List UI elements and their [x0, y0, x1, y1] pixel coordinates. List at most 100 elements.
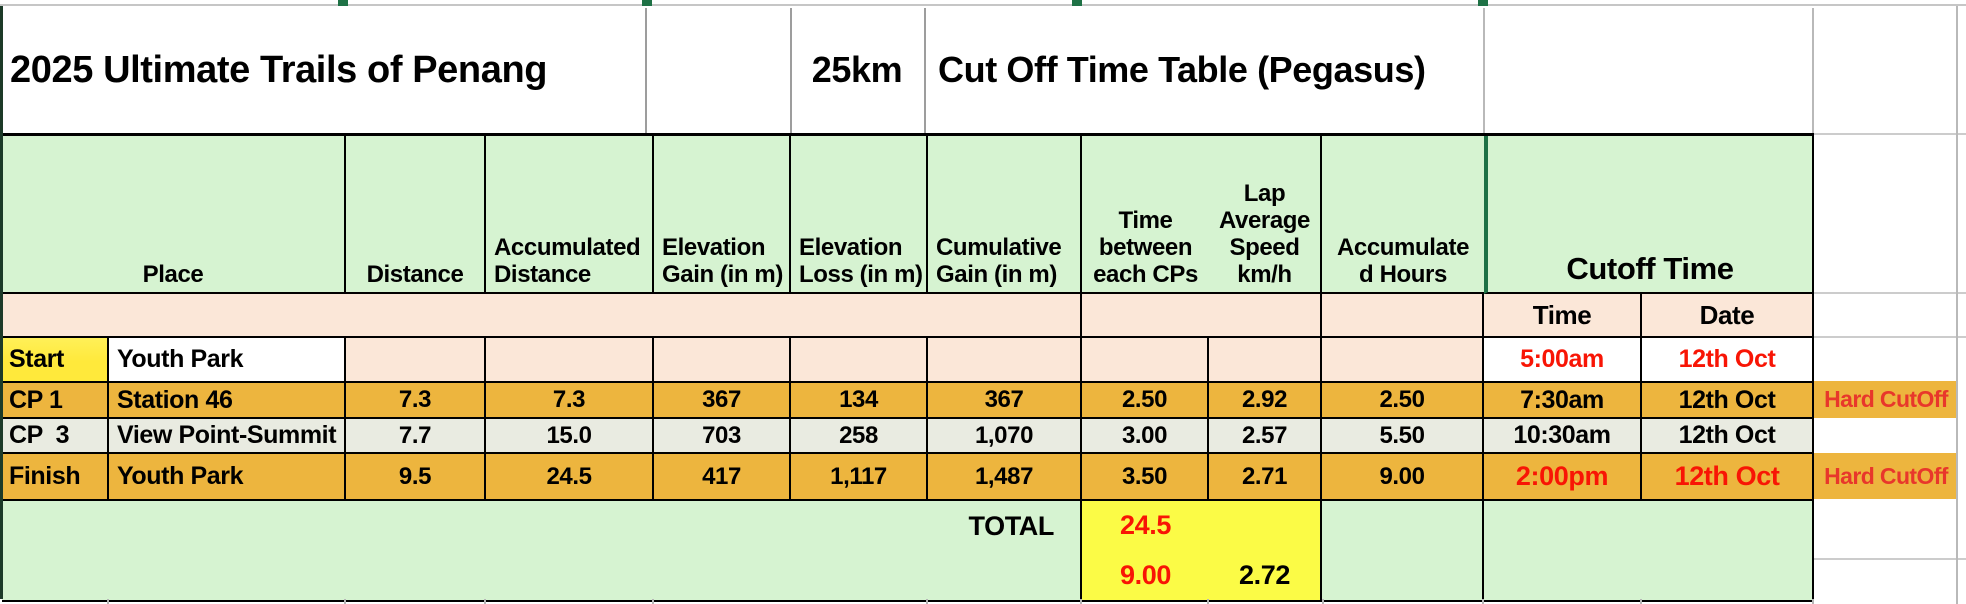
gridline: [1080, 599, 1082, 604]
cutoff-table: Place Distance Accumulated Distance Elev…: [0, 133, 1814, 602]
row-finish-elev-gain[interactable]: 417: [654, 454, 791, 501]
header-accumulated-hours[interactable]: Accumulate d Hours: [1322, 136, 1484, 294]
row-cp3-distance[interactable]: 7.7: [346, 419, 486, 454]
row-cp3-time-between[interactable]: 3.00: [1082, 419, 1209, 454]
gridline: [1814, 558, 1966, 560]
total-avg-speed-value: 2.72: [1239, 559, 1290, 590]
row-cp1-cum-gain[interactable]: 367: [928, 383, 1082, 419]
row-start-cutoff-date[interactable]: 12th Oct: [1642, 338, 1814, 383]
row-cp3-cutoff-date[interactable]: 12th Oct: [1642, 419, 1814, 454]
gridline: [926, 599, 928, 604]
gridline: [790, 8, 792, 133]
row-cp1-label[interactable]: CP 1: [2, 383, 109, 419]
header-distance[interactable]: Distance: [346, 136, 486, 294]
page-break-tick-icon: [338, 0, 348, 9]
row-finish-cum-gain[interactable]: 1,487: [928, 454, 1082, 501]
header-time-speed-group[interactable]: Time between each CPs Lap Average Speed …: [1082, 136, 1322, 294]
row-finish-acc-hours[interactable]: 9.00: [1322, 454, 1484, 501]
total-empty-cell[interactable]: [1484, 501, 1814, 602]
race-distance-cell[interactable]: 25km: [811, 49, 903, 90]
subheader-time[interactable]: Time: [1484, 294, 1642, 338]
row-start-time-between[interactable]: [1082, 338, 1209, 383]
header-elevation-loss[interactable]: Elevation Loss (in m): [791, 136, 928, 294]
subheader-empty-cell[interactable]: [2, 294, 1082, 338]
gridline: [107, 599, 109, 604]
subheader-empty-cell[interactable]: [1322, 294, 1484, 338]
row-finish-lap-speed[interactable]: 2.71: [1209, 454, 1322, 501]
row-cp3-cum-gain[interactable]: 1,070: [928, 419, 1082, 454]
row-start-place[interactable]: Youth Park: [109, 338, 346, 383]
gridline: [484, 599, 486, 604]
gridline: [344, 599, 346, 604]
row-cp3-elev-loss[interactable]: 258: [791, 419, 928, 454]
gridline: [1322, 599, 1324, 604]
row-finish-elev-loss[interactable]: 1,117: [791, 454, 928, 501]
row-start-acc-hours[interactable]: [1322, 338, 1484, 383]
row-finish-cutoff-date[interactable]: 12th Oct: [1642, 454, 1814, 501]
header-accumulated-distance[interactable]: Accumulated Distance: [486, 136, 654, 294]
row-cp1-time-between[interactable]: 2.50: [1082, 383, 1209, 419]
row-start-label[interactable]: Start: [2, 338, 109, 383]
row-finish-label[interactable]: Finish: [2, 454, 109, 501]
row-start-cutoff-time[interactable]: 5:00am: [1484, 338, 1642, 383]
row-cp1-cutoff-date[interactable]: 12th Oct: [1642, 383, 1814, 419]
total-empty: [1209, 501, 1320, 551]
gridline: [1814, 292, 1966, 294]
row-cp3-place[interactable]: View Point-Summit: [109, 419, 346, 454]
row-finish-acc-distance[interactable]: 24.5: [486, 454, 654, 501]
total-values-cell[interactable]: 24.5 9.00 2.72: [1082, 501, 1322, 602]
row-cp1-lap-speed[interactable]: 2.92: [1209, 383, 1322, 419]
gridline: [1640, 599, 1642, 604]
row-finish-place[interactable]: Youth Park: [109, 454, 346, 501]
row-cp3-acc-distance[interactable]: 15.0: [486, 419, 654, 454]
hard-cutoff-badge-cp1[interactable]: Hard CutOff: [1814, 381, 1958, 418]
row-finish-distance[interactable]: 9.5: [346, 454, 486, 501]
hard-cutoff-column: Hard CutOff Hard CutOff: [1814, 133, 1966, 604]
row-cp1-elev-gain[interactable]: 367: [654, 383, 791, 419]
row-cp1-acc-distance[interactable]: 7.3: [486, 383, 654, 419]
subheader-empty-cell[interactable]: [1082, 294, 1322, 338]
header-place[interactable]: Place: [2, 136, 346, 294]
page-break-tick-icon: [1478, 0, 1488, 9]
gridline: [1814, 133, 1966, 135]
row-cp3-lap-speed[interactable]: 2.57: [1209, 419, 1322, 454]
total-hours-value: 9.00: [1120, 559, 1171, 590]
header-cutoff-time[interactable]: Cutoff Time: [1484, 136, 1814, 294]
subheader-date[interactable]: Date: [1642, 294, 1814, 338]
row-finish-cutoff-time[interactable]: 2:00pm: [1484, 454, 1642, 501]
gridline: [1812, 8, 1814, 133]
row-cp3-acc-hours[interactable]: 5.50: [1322, 419, 1484, 454]
header-cumulative-gain[interactable]: Cumulative Gain (in m): [928, 136, 1082, 294]
table-name-cell[interactable]: Cut Off Time Table (Pegasus): [938, 49, 1426, 90]
row-start-lap-speed[interactable]: [1209, 338, 1322, 383]
row-cp3-elev-gain[interactable]: 703: [654, 419, 791, 454]
total-empty-cell[interactable]: [1322, 501, 1484, 602]
top-gridline: [0, 4, 1966, 7]
hard-cutoff-badge-finish[interactable]: Hard CutOff: [1814, 453, 1958, 499]
row-start-elev-gain[interactable]: [654, 338, 791, 383]
row-cp1-acc-hours[interactable]: 2.50: [1322, 383, 1484, 419]
row-start-distance[interactable]: [346, 338, 486, 383]
page-break-tick-icon: [642, 0, 652, 9]
row-finish-time-between[interactable]: 3.50: [1082, 454, 1209, 501]
gridline: [1207, 599, 1209, 604]
row-cp3-cutoff-time[interactable]: 10:30am: [1484, 419, 1642, 454]
row-cp3-label[interactable]: CP 3: [2, 419, 109, 454]
table-left-border: [0, 6, 3, 599]
title-row: 2025 Ultimate Trails of Penang 25km Cut …: [0, 6, 1966, 133]
row-start-elev-loss[interactable]: [791, 338, 928, 383]
event-title-cell[interactable]: 2025 Ultimate Trails of Penang: [10, 48, 548, 91]
row-start-cum-gain[interactable]: [928, 338, 1082, 383]
row-cp1-place[interactable]: Station 46: [109, 383, 346, 419]
row-cp1-cutoff-time[interactable]: 7:30am: [1484, 383, 1642, 419]
row-cp1-distance[interactable]: 7.3: [346, 383, 486, 419]
gridline: [1956, 6, 1958, 604]
row-start-acc-distance[interactable]: [486, 338, 654, 383]
row-cp1-elev-loss[interactable]: 134: [791, 383, 928, 419]
total-label-cell[interactable]: TOTAL: [2, 501, 1082, 602]
gridline: [1814, 336, 1966, 338]
gridline: [652, 599, 654, 604]
gridline: [1812, 599, 1814, 604]
header-elevation-gain[interactable]: Elevation Gain (in m): [654, 136, 791, 294]
